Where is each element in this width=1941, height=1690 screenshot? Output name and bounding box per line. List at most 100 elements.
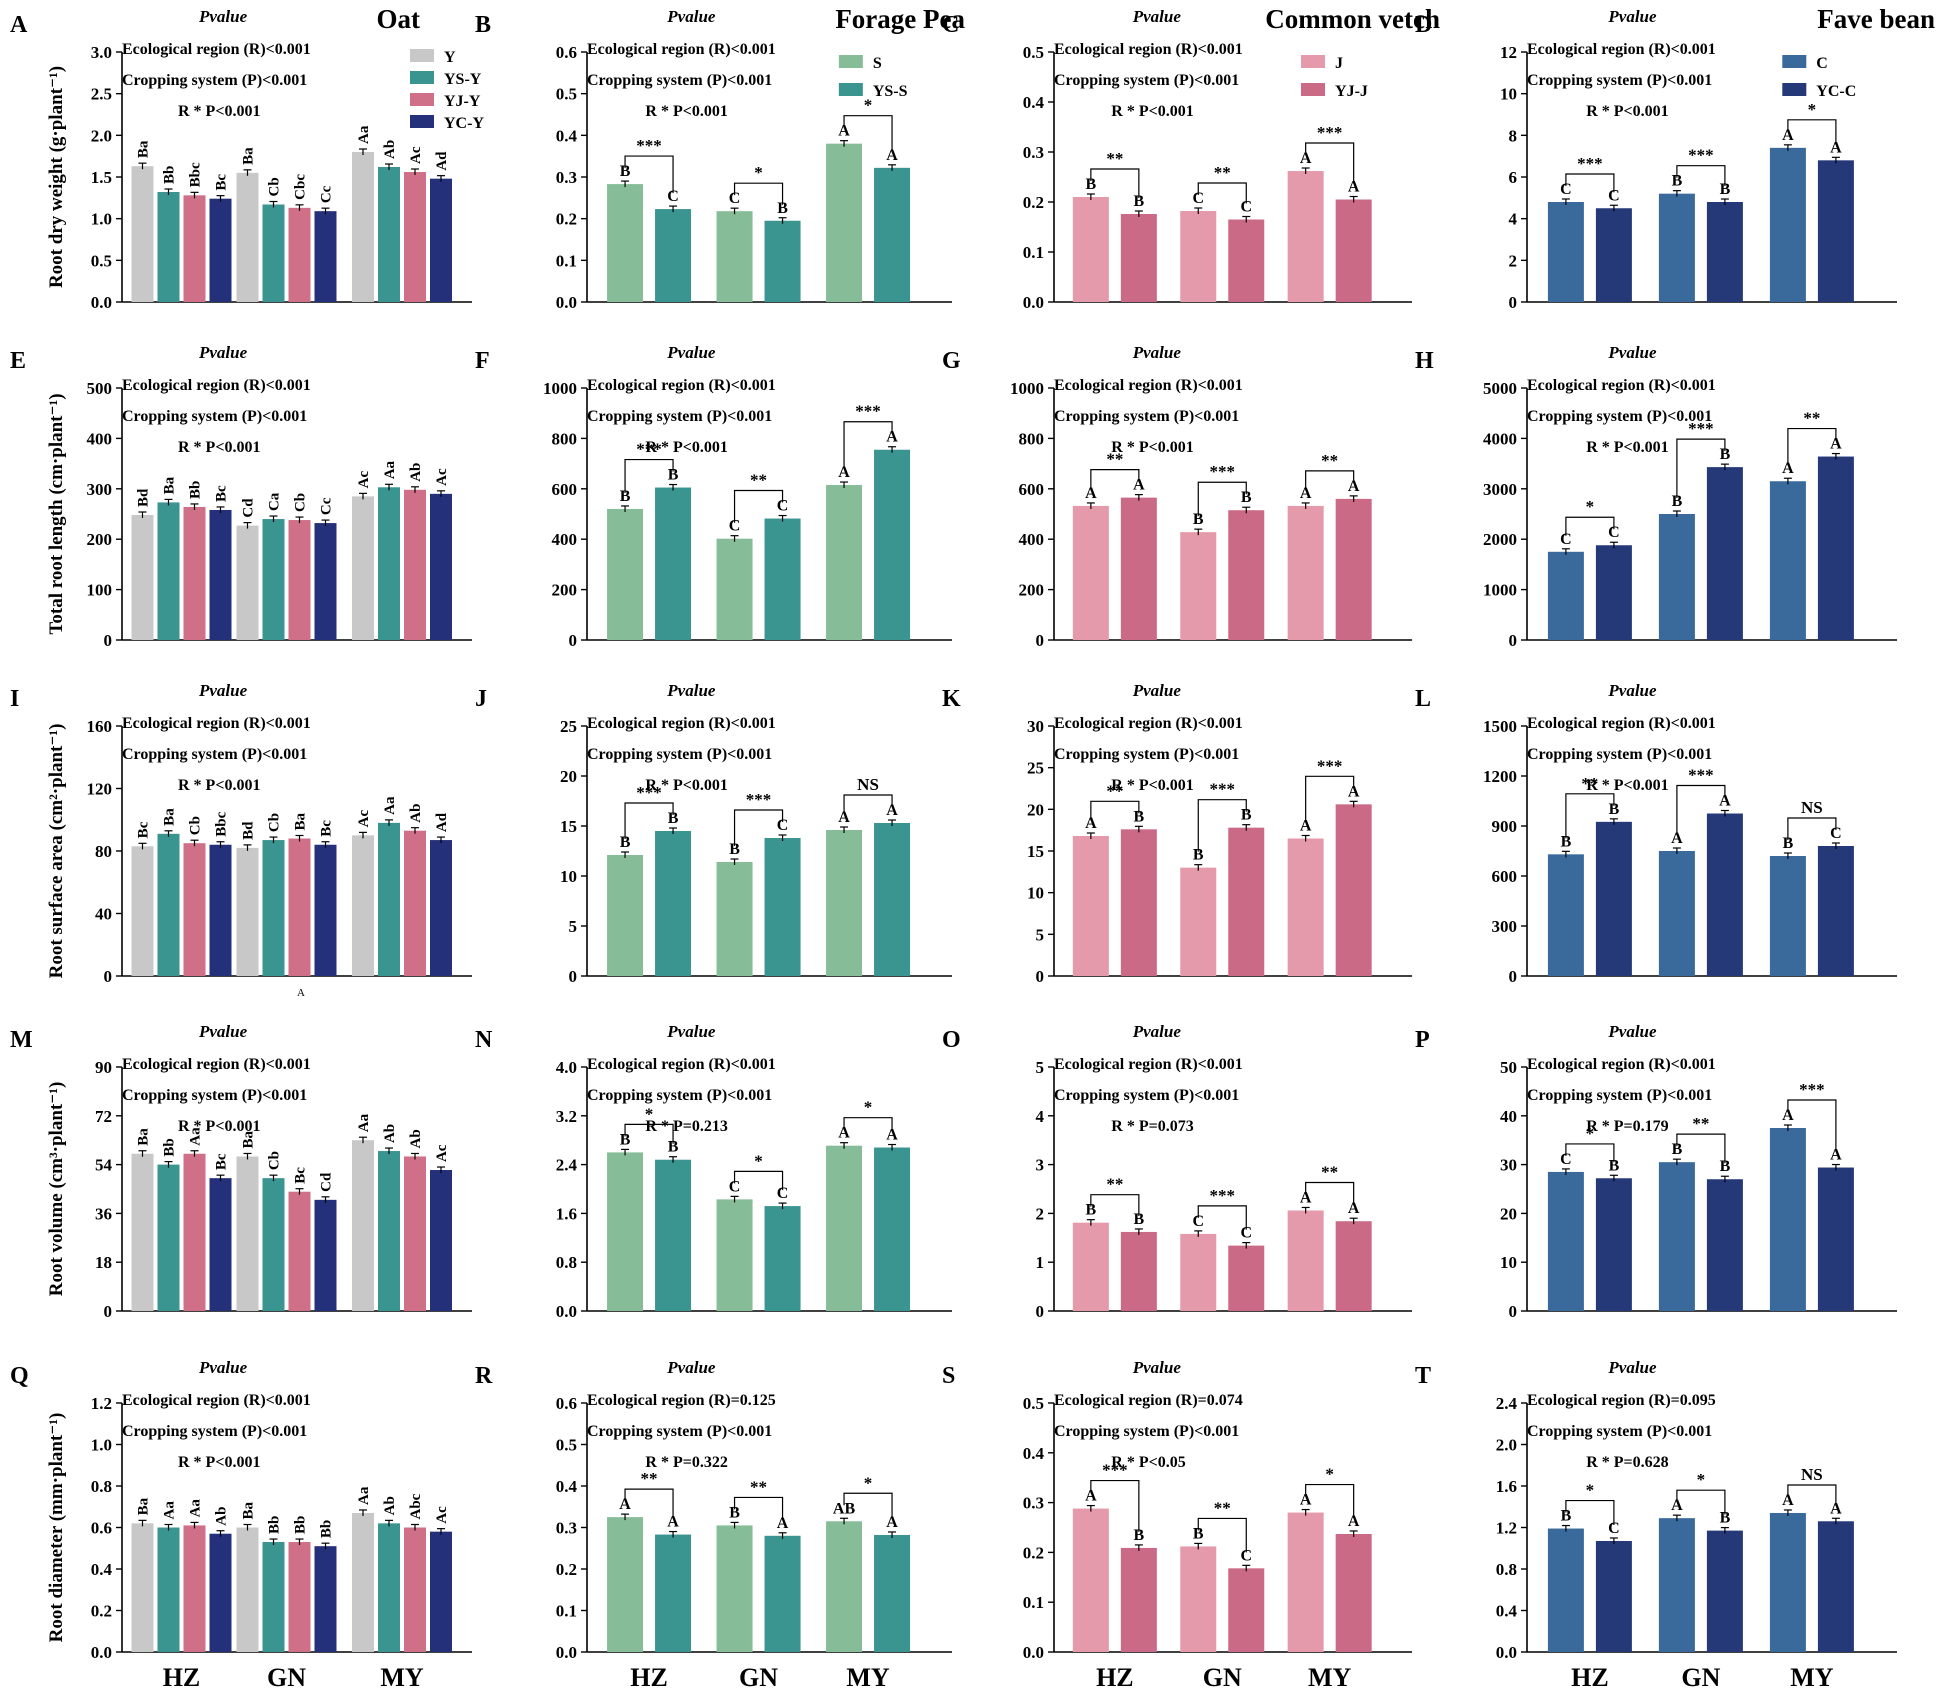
bar-letter: B	[620, 834, 631, 851]
bar-Y	[236, 847, 259, 976]
pvalue-line: Cropping system (P)<0.001	[122, 408, 307, 425]
bar-YC-Y	[209, 1533, 232, 1652]
y-tick-label: 5	[569, 917, 578, 936]
y-tick-label: 800	[552, 429, 578, 448]
pvalue-line: Cropping system (P)<0.001	[1527, 1087, 1712, 1104]
bar-YC-Y	[314, 1199, 337, 1311]
pvalue-line: Ecological region (R)<0.001	[122, 41, 311, 58]
bar-letter: Ab	[382, 1496, 398, 1515]
y-tick-label: 0	[1509, 1302, 1518, 1321]
pvalue-title: Pvalue	[1607, 7, 1657, 26]
species-title: Fave bean	[1817, 4, 1935, 34]
sig-bracket	[1197, 481, 1247, 517]
bar-letter: A	[1830, 139, 1842, 156]
bar-Y	[236, 525, 259, 640]
bar-letter: Bb	[319, 1520, 335, 1538]
y-tick-label: 0.1	[1023, 243, 1044, 262]
panel-label: I	[10, 686, 19, 712]
bar-letter: Bc	[136, 821, 152, 838]
y-tick-label: 0.3	[556, 168, 577, 187]
y-tick-label: 0	[569, 631, 578, 650]
bar-YS-Y	[378, 167, 400, 302]
y-tick-label: 160	[87, 717, 113, 736]
sig-bracket	[1676, 1133, 1726, 1164]
y-tick-label: 400	[552, 530, 578, 549]
sig-bracket	[1090, 800, 1140, 820]
y-tick-label: 200	[1019, 581, 1045, 600]
sig-mark: ***	[1317, 123, 1343, 142]
pvalue-line: Ecological region (R)<0.001	[587, 377, 776, 394]
pvalue-line: R * P=0.322	[645, 1454, 727, 1471]
y-tick-label: 54	[95, 1156, 113, 1175]
panel-label: Q	[10, 1363, 29, 1389]
y-tick-label: 1.5	[91, 168, 112, 187]
bar-Y	[352, 835, 374, 976]
bar-Y	[131, 166, 154, 302]
y-tick-label: 20	[560, 767, 577, 786]
bar-YJ-J	[1120, 497, 1157, 640]
bar-letter: C	[729, 518, 741, 535]
bar-letter: Aa	[382, 460, 398, 479]
bar-letter: A	[1300, 150, 1312, 167]
sig-bracket	[733, 1496, 784, 1520]
bar-YJ-J	[1335, 199, 1372, 302]
pvalue-line: Cropping system (P)<0.001	[122, 1423, 307, 1440]
panel-label: K	[942, 686, 961, 712]
panel-label: T	[1415, 1363, 1431, 1389]
y-tick-label: 1.2	[91, 1394, 112, 1413]
bar-YS-Y	[262, 204, 285, 302]
y-tick-label: 3.2	[556, 1107, 577, 1126]
bar-C	[1769, 1512, 1806, 1652]
y-tick-label: 0.0	[556, 293, 577, 312]
y-tick-label: 0.4	[556, 126, 578, 145]
bar-YJ-Y	[404, 172, 426, 302]
y-tick-label: 15	[560, 817, 577, 836]
panel-T: T 0.0 0.4 0.8 1.2 1.6 2.0 2.4 B C * A B * A A NS Pvalue Ec…	[1415, 1358, 1897, 1690]
bar-YS-S	[655, 1534, 692, 1652]
y-tick-label: 0	[1036, 631, 1045, 650]
y-tick-label: 600	[1492, 867, 1518, 886]
panel-label: R	[475, 1363, 493, 1389]
panel-B: B 0.0 0.1 0.2 0.3 0.4 0.5 0.6 B C *** C B * A A * Pvalue E…	[475, 4, 965, 312]
y-tick-label: 0.2	[556, 210, 577, 229]
sig-bracket	[1305, 1483, 1355, 1518]
pvalue-line: Cropping system (P)<0.001	[587, 72, 772, 89]
legend-label: YS-Y	[444, 71, 482, 88]
x-tick-label: GN	[1681, 1663, 1720, 1690]
pvalue-line: Ecological region (R)<0.001	[1054, 715, 1243, 732]
bar-YC-C	[1595, 1540, 1632, 1652]
y-tick-label: 400	[1019, 530, 1045, 549]
y-tick-label: 3.0	[91, 43, 112, 62]
sig-bracket	[624, 802, 674, 839]
panel-label: D	[1415, 12, 1432, 38]
y-tick-label: 0.1	[556, 251, 577, 270]
pvalue-line: Cropping system (P)<0.001	[1054, 1087, 1239, 1104]
panel-M: M 0 18 36 54 72 90 Ba Bb Aa Bc Ba Cb Bc Cd Aa Ab Ab Ac Pval…	[10, 1022, 472, 1321]
bar-C	[1547, 1171, 1584, 1311]
bar-letter: B	[1672, 173, 1683, 190]
bar-letter: Ba	[241, 1130, 257, 1148]
y-tick-label: 1.6	[556, 1204, 577, 1223]
y-tick-label: 10	[1500, 1253, 1517, 1272]
sig-bracket	[1197, 1517, 1247, 1553]
y-tick-label: 20	[1500, 1204, 1517, 1223]
pvalue-line: R * P=0.179	[1586, 1118, 1668, 1135]
bar-YS-S	[655, 1159, 692, 1311]
bar-YC-Y	[430, 178, 452, 302]
bar-letter: A	[1830, 436, 1842, 453]
x-tick-label: HZ	[163, 1663, 201, 1690]
bar-letter: AB	[833, 1500, 856, 1517]
bar-YS-S	[764, 838, 801, 976]
bar-C	[1658, 514, 1695, 640]
bar-S	[607, 184, 644, 302]
bar-letter: A	[1830, 1147, 1842, 1164]
sig-mark: *	[1325, 1465, 1334, 1484]
bar-YC-C	[1817, 1167, 1854, 1311]
bar-letter: A	[1782, 1492, 1794, 1509]
y-tick-label: 2.5	[91, 85, 112, 104]
y-tick-label: 600	[552, 480, 578, 499]
bar-YC-C	[1706, 1530, 1743, 1652]
bar-letter: A	[1085, 485, 1097, 502]
pvalue-line: Ecological region (R)<0.001	[1054, 377, 1243, 394]
bar-letter: C	[1608, 1520, 1620, 1537]
